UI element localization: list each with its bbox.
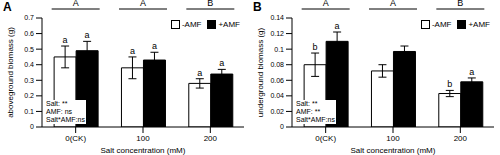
svg-text:0.3: 0.3	[24, 77, 34, 84]
html-text:Salt*AMF:ns: Salt*AMF:ns	[296, 116, 335, 123]
svg-text:0.1: 0.1	[274, 46, 284, 53]
svg-text:A: A	[140, 0, 146, 8]
svg-text:0.08: 0.08	[270, 61, 284, 68]
svg-text:a: a	[130, 46, 135, 56]
svg-text:A: A	[323, 0, 329, 8]
svg-text:aboveground biomass (g): aboveground biomass (g)	[8, 27, 15, 118]
svg-text:0(CK): 0(CK)	[315, 134, 336, 143]
html-text:B: B	[253, 0, 262, 14]
svg-text:200: 200	[454, 134, 468, 143]
svg-text:A: A	[73, 0, 79, 8]
html-text:Salt: **: Salt: **	[46, 100, 68, 107]
svg-text:0: 0	[280, 123, 284, 130]
svg-text:Salt concentration (mM): Salt concentration (mM)	[101, 146, 186, 155]
html-text:-AMF: -AMF	[431, 20, 452, 29]
svg-text:0.1: 0.1	[24, 108, 34, 115]
svg-text:100: 100	[136, 134, 150, 143]
svg-text:a: a	[152, 41, 157, 51]
svg-text:0.6: 0.6	[24, 30, 34, 37]
svg-text:B: B	[207, 0, 213, 8]
svg-text:B: B	[457, 0, 463, 8]
svg-text:0.04: 0.04	[270, 92, 284, 99]
svg-text:0.06: 0.06	[270, 77, 284, 84]
svg-text:a: a	[63, 35, 68, 45]
svg-text:200: 200	[204, 134, 218, 143]
html-text:AMF: ns: AMF: ns	[46, 108, 73, 115]
svg-text:0(CK): 0(CK)	[65, 134, 86, 143]
svg-text:Salt concentration (mM): Salt concentration (mM)	[351, 146, 436, 155]
svg-text:A: A	[390, 0, 396, 8]
svg-text:b: b	[313, 42, 318, 52]
svg-text:100: 100	[386, 134, 400, 143]
svg-text:0.5: 0.5	[24, 46, 34, 53]
svg-text:0.14: 0.14	[270, 14, 284, 21]
svg-text:0.12: 0.12	[270, 30, 284, 37]
svg-text:a: a	[469, 67, 474, 77]
svg-text:0.7: 0.7	[24, 14, 34, 21]
svg-text:0: 0	[30, 123, 34, 130]
html-text:+AMF: +AMF	[218, 20, 240, 29]
html-text:AMF: **: AMF: **	[296, 108, 321, 115]
html-text:-AMF: -AMF	[181, 20, 202, 29]
html-text:Salt: **: Salt: **	[296, 100, 318, 107]
html-text:Salt*AMF:ns: Salt*AMF:ns	[46, 116, 85, 123]
svg-text:0.4: 0.4	[24, 61, 34, 68]
html-text:A: A	[3, 0, 12, 14]
svg-text:underground biomass (g): underground biomass (g)	[256, 27, 265, 117]
svg-text:a: a	[85, 30, 90, 40]
html-text:+AMF: +AMF	[468, 20, 490, 29]
svg-text:a: a	[197, 68, 202, 78]
svg-text:a: a	[335, 21, 340, 31]
svg-text:0.2: 0.2	[24, 92, 34, 99]
svg-text:b: b	[447, 79, 452, 89]
svg-text:a: a	[219, 58, 224, 68]
svg-text:0.02: 0.02	[270, 108, 284, 115]
